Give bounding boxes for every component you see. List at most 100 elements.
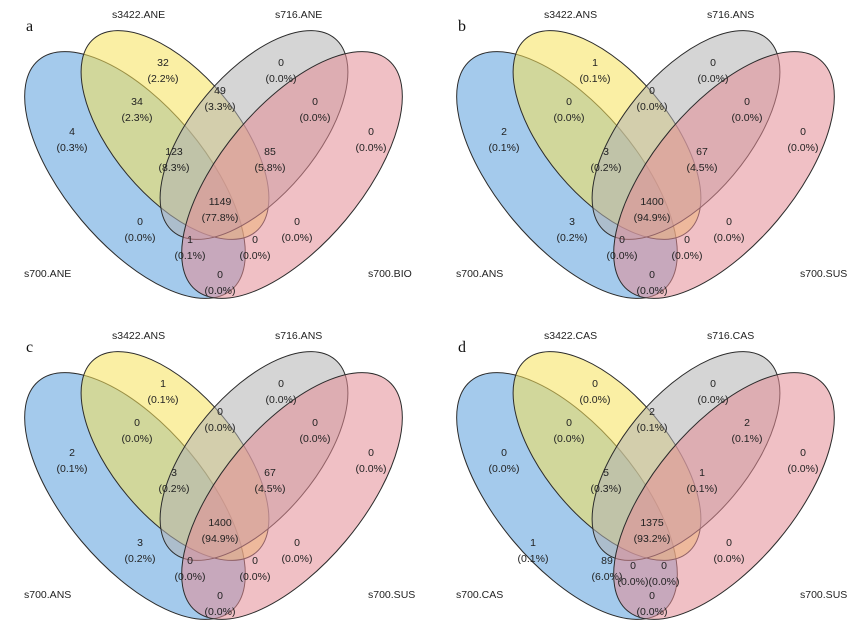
region-count-c: 0 xyxy=(710,378,716,390)
region-count-abd: 0 xyxy=(217,590,223,602)
region-percent-b: (2.2%) xyxy=(148,73,179,85)
ellipse-set-d xyxy=(613,372,835,620)
region-percent-bc: (0.1%) xyxy=(637,422,668,434)
region-count-ac: 89 xyxy=(601,555,613,567)
region-count-abd: 0 xyxy=(649,590,655,602)
region-percent-cd: (0.1%) xyxy=(732,433,763,445)
region-count-a: 2 xyxy=(69,447,75,459)
set-label-d: s700.SUS xyxy=(368,589,415,601)
region-count-abc: 1 xyxy=(187,234,193,246)
panel-letter: a xyxy=(26,18,33,35)
set-label-a: s700.ANE xyxy=(24,268,71,280)
region-percent-ad: (0.0%) xyxy=(714,232,745,244)
region-percent-abd: (0.0%) xyxy=(637,285,668,297)
region-percent-a: (0.1%) xyxy=(489,142,520,154)
region-percent-ac: (0.2%) xyxy=(557,232,588,244)
region-count-bcd: 85 xyxy=(264,146,276,158)
ellipse-set-d xyxy=(613,51,835,299)
set-label-c: s716.CAS xyxy=(707,330,754,342)
region-percent-acd: (0.0%) xyxy=(240,250,271,262)
region-count-bcd: 67 xyxy=(264,467,276,479)
region-count-bd: 0 xyxy=(566,417,572,429)
region-percent-bcd: (4.5%) xyxy=(687,162,718,174)
region-count-a: 0 xyxy=(501,447,507,459)
ellipse-set-d xyxy=(181,372,403,620)
watermark-logo-icon-2 xyxy=(15,621,29,635)
region-percent-abcd: (94.9%) xyxy=(634,212,671,224)
set-label-a: s700.CAS xyxy=(456,589,503,601)
region-percent-b: (0.0%) xyxy=(580,394,611,406)
region-percent-c: (0.0%) xyxy=(698,73,729,85)
watermark: 大数跨境 xyxy=(5,621,86,637)
region-percent-bcd: (0.1%) xyxy=(687,483,718,495)
region-count-d: 0 xyxy=(800,126,806,138)
region-count-abd: 0 xyxy=(217,269,223,281)
region-count-cd: 2 xyxy=(744,417,750,429)
set-label-c: s716.ANS xyxy=(707,9,754,21)
region-percent-cd: (0.0%) xyxy=(300,112,331,124)
set-label-b: s3422.CAS xyxy=(544,330,597,342)
set-label-b: s3422.ANE xyxy=(112,9,165,21)
region-count-abc: 0 xyxy=(187,555,193,567)
region-percent-c: (0.0%) xyxy=(266,394,297,406)
region-percent-acd: (0.0%) xyxy=(240,571,271,583)
region-count-ab: 3 xyxy=(603,146,609,158)
region-count-ad: 0 xyxy=(726,216,732,228)
set-label-b: s3422.ANS xyxy=(112,330,165,342)
set-label-a: s700.ANS xyxy=(24,589,71,601)
region-count-a: 4 xyxy=(69,126,75,138)
region-percent-c: (0.0%) xyxy=(698,394,729,406)
region-count-extra: 1 xyxy=(530,537,536,549)
panel-letter: b xyxy=(458,18,466,35)
region-count-bcd: 1 xyxy=(699,467,705,479)
region-count-abcd: 1400 xyxy=(640,196,664,208)
region-percent-ab: (0.2%) xyxy=(159,483,190,495)
region-count-ad: 0 xyxy=(726,537,732,549)
venn-panel-a: a s700.ANE s3422.ANE s716.ANE s700.BIO 4 (0.3%… xyxy=(24,9,412,299)
region-percent-bc: (3.3%) xyxy=(205,101,236,113)
region-percent-abc: (0.0%) xyxy=(175,571,206,583)
region-count-bd: 0 xyxy=(134,417,140,429)
region-count-bcd: 67 xyxy=(696,146,708,158)
region-count-b: 0 xyxy=(592,378,598,390)
panel-letter: c xyxy=(26,339,33,356)
set-label-a: s700.ANS xyxy=(456,268,503,280)
region-count-d: 0 xyxy=(368,447,374,459)
region-percent-ab: (0.2%) xyxy=(591,162,622,174)
region-count-ad: 0 xyxy=(294,537,300,549)
region-count-acd: 0 xyxy=(661,560,667,572)
region-count-b: 1 xyxy=(160,378,166,390)
region-percent-a: (0.3%) xyxy=(57,142,88,154)
region-percent-ab: (0.3%) xyxy=(591,483,622,495)
watermark-logo-icon xyxy=(5,621,19,635)
region-count-abcd: 1149 xyxy=(209,196,232,208)
region-percent-abcd: (93.2%) xyxy=(634,533,671,545)
region-count-a: 2 xyxy=(501,126,507,138)
region-percent-ac: (6.0%) xyxy=(592,571,623,583)
region-percent-d: (0.0%) xyxy=(356,142,387,154)
region-count-c: 0 xyxy=(278,378,284,390)
region-percent-abc: (0.0%) xyxy=(618,576,649,588)
region-percent-abc: (0.1%) xyxy=(175,250,206,262)
region-percent-cd: (0.0%) xyxy=(732,112,763,124)
region-count-abcd: 1400 xyxy=(208,517,232,529)
region-count-bc: 0 xyxy=(649,85,655,97)
region-percent-a: (0.1%) xyxy=(57,463,88,475)
region-percent-d: (0.0%) xyxy=(788,142,819,154)
region-percent-ab: (8.3%) xyxy=(159,162,190,174)
region-percent-d: (0.0%) xyxy=(788,463,819,475)
region-percent-ad: (0.0%) xyxy=(282,232,313,244)
region-count-ab: 5 xyxy=(603,467,609,479)
set-label-b: s3422.ANS xyxy=(544,9,597,21)
region-count-c: 0 xyxy=(710,57,716,69)
region-count-ad: 0 xyxy=(294,216,300,228)
venn-panel-b: b s700.ANS s3422.ANS s716.ANS s700.SUS 2 (0.1%… xyxy=(456,9,847,299)
region-count-bc: 0 xyxy=(217,406,223,418)
region-count-c: 0 xyxy=(278,57,284,69)
region-count-cd: 0 xyxy=(312,417,318,429)
venn-panel-c: c s700.ANS s3422.ANS s716.ANS s700.SUS 2 (0.1%… xyxy=(24,330,415,620)
region-percent-acd: (0.0%) xyxy=(649,576,680,588)
region-count-bd: 34 xyxy=(131,96,143,108)
